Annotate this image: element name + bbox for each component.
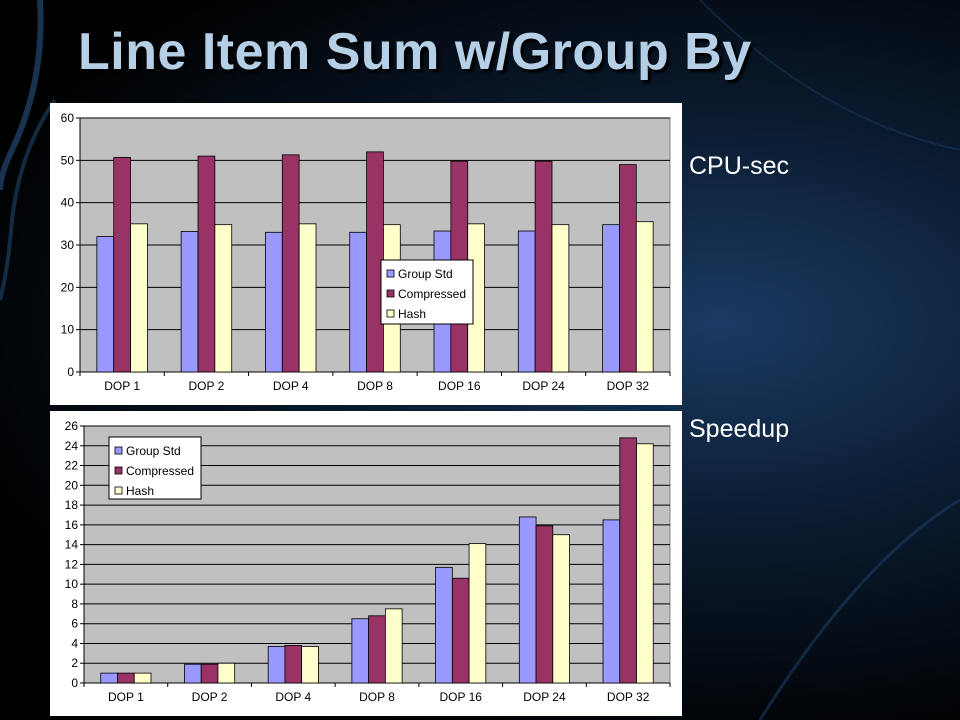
bar-hash-dop-16 (468, 543, 487, 684)
bar-group-std-dop-8 (351, 618, 370, 684)
x-tick-label: DOP 4 (273, 379, 309, 393)
speedup-label: Speedup (689, 415, 790, 443)
x-tick-label: DOP 32 (607, 690, 650, 704)
bar-hash-dop-4 (298, 223, 317, 373)
y-tick-label: 26 (65, 419, 79, 433)
x-tick-label: DOP 8 (357, 379, 393, 393)
bar-group-std-dop-24 (517, 230, 536, 373)
legend-swatch-hash (114, 486, 123, 495)
y-tick-label: 50 (61, 153, 75, 167)
x-tick-label: DOP 16 (438, 379, 481, 393)
x-tick-label: DOP 1 (108, 690, 144, 704)
bar-group-std-dop-4 (265, 231, 283, 373)
y-tick-label: 6 (71, 617, 78, 631)
legend-label-hash: Hash (126, 484, 154, 498)
y-tick-label: 30 (61, 238, 75, 252)
bar-compressed-dop-2 (197, 155, 216, 373)
bar-group-std-dop-16 (435, 566, 453, 684)
legend-label-group-std: Group Std (126, 444, 181, 458)
bar-compressed-dop-1 (113, 156, 131, 373)
legend-swatch-hash (386, 309, 395, 318)
y-tick-label: 18 (65, 498, 79, 512)
slide-title: Line Item Sum w/Group By (78, 23, 752, 81)
bar-compressed-dop-16 (451, 577, 470, 684)
bar-group-std-dop-24 (518, 516, 537, 684)
legend-label-compressed: Compressed (398, 287, 466, 301)
legend-swatch-compressed (114, 466, 123, 475)
y-tick-label: 20 (65, 478, 79, 492)
bar-group-std-dop-1 (96, 236, 115, 373)
bar-hash-dop-32 (635, 221, 654, 373)
cpu-sec-chart: 0 10 20 30 40 50 60 DOP 1 DOP 2 DOP 4 DOP 8 DOP 16 D… (50, 103, 682, 405)
bar-hash-dop-4 (301, 646, 319, 684)
bar-hash-dop-8 (384, 608, 403, 684)
bar-compressed-dop-2 (200, 663, 219, 684)
y-tick-label: 22 (65, 459, 79, 473)
x-tick-label: DOP 16 (439, 690, 482, 704)
bar-group-std-dop-1 (100, 672, 118, 684)
cpu-sec-chart-svg: 0 10 20 30 40 50 60 DOP 1 DOP 2 DOP 4 DOP 8 DOP 16 D… (61, 111, 671, 393)
bar-hash-dop-24 (552, 534, 570, 684)
x-tick-label: DOP 32 (607, 379, 650, 393)
bar-hash-dop-1 (133, 672, 152, 684)
bar-group-std-dop-32 (602, 519, 621, 684)
legend-box (380, 259, 474, 325)
legend-swatch-group-std (386, 269, 395, 278)
x-tick-label: DOP 2 (192, 690, 228, 704)
cpu-sec-label: CPU-sec (689, 152, 790, 180)
legend-swatch-group-std (114, 446, 123, 455)
legend-label-compressed: Compressed (126, 464, 194, 478)
bar-group-std-dop-4 (267, 646, 286, 684)
x-tick-label: DOP 8 (359, 690, 395, 704)
bar-group-std-dop-2 (180, 231, 199, 373)
y-tick-label: 60 (61, 111, 75, 125)
bar-compressed-dop-24 (535, 525, 554, 684)
y-tick-label: 10 (61, 323, 75, 337)
bar-group-std-dop-2 (184, 663, 202, 684)
x-tick-label: DOP 24 (523, 690, 566, 704)
y-tick-label: 8 (71, 597, 78, 611)
bar-hash-dop-2 (214, 224, 233, 373)
bar-compressed-dop-1 (117, 672, 135, 684)
y-tick-label: 20 (61, 280, 75, 294)
bar-group-std-dop-8 (349, 231, 367, 373)
bar-compressed-dop-24 (534, 160, 553, 373)
bar-compressed-dop-32 (619, 437, 637, 684)
bar-compressed-dop-32 (619, 164, 637, 373)
y-tick-label: 0 (71, 676, 78, 690)
y-tick-label: 40 (61, 196, 75, 210)
legend: Group Std Compressed Hash (108, 436, 202, 500)
legend: Group Std Compressed Hash (380, 259, 474, 325)
legend-box (108, 436, 202, 500)
legend-label-group-std: Group Std (398, 267, 453, 281)
y-tick-label: 12 (65, 557, 79, 571)
y-tick-label: 24 (65, 439, 79, 453)
y-tick-label: 10 (65, 577, 79, 591)
x-tick-label: DOP 4 (275, 690, 311, 704)
y-tick-label: 0 (67, 365, 74, 379)
x-tick-label: DOP 24 (522, 379, 565, 393)
bar-compressed-dop-4 (281, 154, 300, 373)
y-tick-label: 2 (71, 656, 78, 670)
speedup-chart: 0 2 4 6 8 10 12 14 16 18 20 22 24 26 DOP 1 DOP 2 DOP 4 DO… (50, 411, 682, 716)
bar-compressed-dop-8 (368, 615, 386, 684)
y-tick-label: 4 (71, 636, 78, 650)
x-tick-label: DOP 1 (104, 379, 140, 393)
bar-hash-dop-2 (217, 662, 236, 684)
bar-hash-dop-1 (130, 223, 148, 373)
x-tick-label: DOP 2 (189, 379, 225, 393)
legend-label-hash: Hash (398, 307, 426, 321)
legend-swatch-compressed (386, 289, 395, 298)
bar-compressed-dop-4 (284, 645, 303, 684)
y-tick-label: 16 (65, 518, 79, 532)
bar-hash-dop-32 (636, 443, 654, 684)
bar-group-std-dop-32 (602, 224, 620, 373)
y-tick-label: 14 (65, 538, 79, 552)
bar-hash-dop-24 (551, 224, 570, 373)
